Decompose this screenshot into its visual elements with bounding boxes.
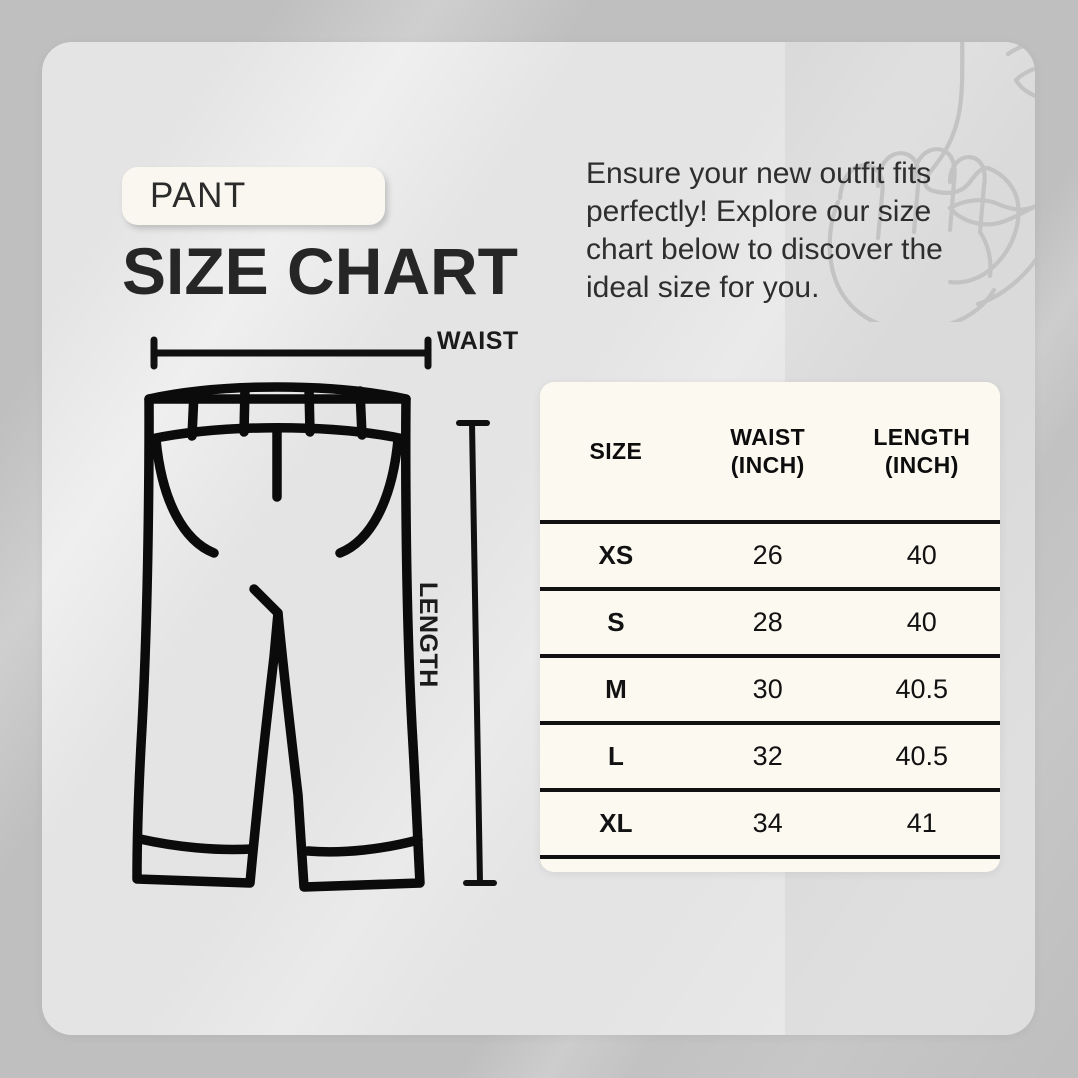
- size-chart-table: SIZE WAIST (INCH) LENGTH (INCH) XS 26: [540, 382, 1000, 872]
- cell-waist: 28: [691, 589, 844, 658]
- cell-waist: 32: [691, 723, 844, 792]
- cell-size: S: [540, 589, 692, 658]
- table-row: M 30 40.5: [540, 656, 1000, 725]
- column-header-length: LENGTH (INCH): [843, 382, 1000, 524]
- column-header-waist-main: WAIST: [730, 424, 806, 450]
- column-header-size: SIZE: [540, 382, 692, 524]
- cell-waist: 34: [691, 790, 844, 859]
- cell-size: XXL: [540, 857, 692, 872]
- table-row: L 32 40.5: [540, 723, 1000, 792]
- pant-badge-label: PANT: [150, 176, 247, 215]
- column-header-size-main: SIZE: [589, 438, 643, 464]
- table-row: XS 26 40: [540, 522, 1000, 591]
- cell-size: XL: [540, 790, 692, 859]
- table-body: XS 26 40 S 28 40 M 30 40.5 L 32 40.5: [540, 522, 1000, 872]
- table-row: S 28 40: [540, 589, 1000, 658]
- column-header-waist-unit: (INCH): [730, 452, 805, 478]
- table-header-row: SIZE WAIST (INCH) LENGTH (INCH): [540, 382, 1000, 524]
- cell-waist: 26: [691, 522, 844, 591]
- table-row: XXL 36 41.5: [540, 857, 1000, 872]
- cell-length: 40: [843, 589, 1000, 658]
- column-header-length-unit: (INCH): [884, 452, 959, 478]
- page-title: SIZE CHART: [122, 234, 518, 308]
- cell-length: 40: [843, 522, 1000, 591]
- size-table-card: SIZE WAIST (INCH) LENGTH (INCH) XS 26: [540, 382, 1000, 872]
- description-text: Ensure your new outfit fits perfectly! E…: [586, 157, 943, 304]
- cell-waist: 36: [692, 857, 844, 872]
- cell-waist: 30: [691, 656, 844, 725]
- size-chart-card: PANT SIZE CHART Ensure your new outfit f…: [42, 42, 1035, 1035]
- waist-measure-label: WAIST: [437, 327, 519, 355]
- cell-size: L: [540, 723, 692, 792]
- cell-size: XS: [540, 522, 692, 591]
- cell-length: 41.5: [844, 857, 1000, 872]
- vertical-measure-arrow-icon: [456, 420, 497, 886]
- pants-illustration-icon: [132, 336, 497, 892]
- column-header-waist: WAIST (INCH): [691, 382, 844, 524]
- table-row: XL 34 41: [540, 790, 1000, 859]
- cell-length: 40.5: [843, 723, 1000, 792]
- table-header: SIZE WAIST (INCH) LENGTH (INCH): [540, 382, 1000, 524]
- column-header-length-main: LENGTH: [873, 424, 971, 450]
- cell-length: 41: [843, 790, 1000, 859]
- horizontal-measure-arrow-icon: [150, 336, 432, 370]
- cell-length: 40.5: [843, 656, 1000, 725]
- cell-size: M: [540, 656, 692, 725]
- pant-category-badge: PANT: [122, 167, 385, 225]
